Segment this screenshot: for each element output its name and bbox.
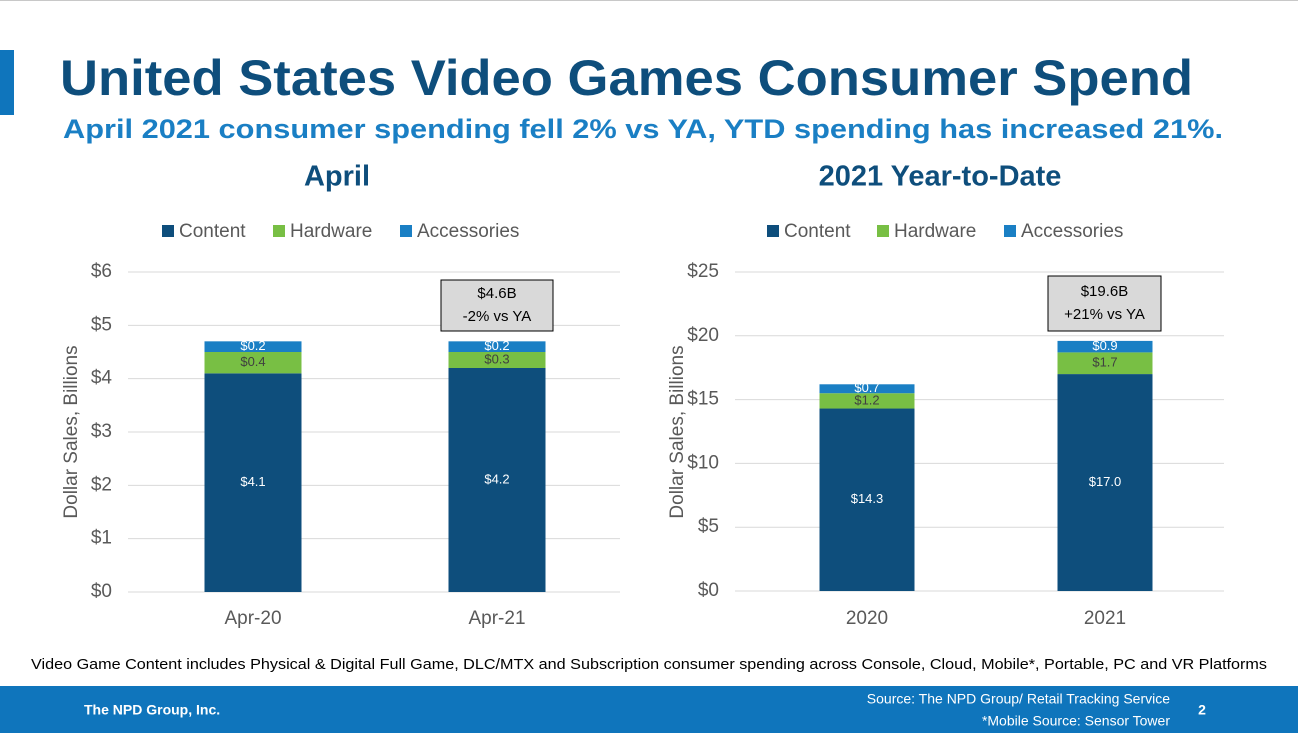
- y-tick-label: $0: [91, 581, 112, 602]
- data-label: $0.7: [854, 380, 879, 395]
- legend-label: Hardware: [290, 221, 372, 242]
- slide-subtitle: April 2021 consumer spending fell 2% vs …: [63, 114, 1223, 144]
- bar-segment: [819, 393, 915, 409]
- legend-label: Content: [179, 221, 246, 242]
- legend-swatch: [767, 225, 779, 237]
- y-tick-label: $0: [698, 580, 719, 601]
- legend-swatch: [273, 225, 285, 237]
- y-tick-label: $25: [687, 261, 719, 282]
- bar-segment: [204, 373, 302, 592]
- source: Source: The NPD Group/ Retail Tracking S…: [867, 691, 1170, 707]
- data-label: $1.2: [854, 392, 879, 407]
- data-label: $0.4: [240, 354, 265, 369]
- data-label: $0.2: [240, 338, 265, 353]
- annotation-text: -2% vs YA: [463, 308, 532, 325]
- x-tick-label: 2020: [846, 608, 888, 629]
- legend-label: Accessories: [1021, 221, 1123, 242]
- data-label: $1.7: [1092, 355, 1117, 370]
- page-number: 2: [1198, 702, 1206, 718]
- bar-segment: [448, 368, 546, 592]
- y-tick-label: $3: [91, 421, 112, 442]
- y-tick-label: $5: [91, 314, 112, 335]
- bar-segment: [204, 341, 302, 352]
- legend-label: Content: [784, 221, 851, 242]
- bar-segment: [1057, 352, 1153, 375]
- legend-label: Hardware: [894, 221, 976, 242]
- legend-swatch: [400, 225, 412, 237]
- mobile-source: *Mobile Source: Sensor Tower: [982, 713, 1170, 729]
- data-label: $14.3: [851, 491, 884, 506]
- company: The NPD Group, Inc.: [84, 702, 220, 718]
- bar-segment: [448, 352, 546, 368]
- legend-swatch: [1004, 225, 1016, 237]
- chart-title: 2021 Year-to-Date: [819, 161, 1062, 193]
- x-tick-label: Apr-21: [468, 608, 525, 629]
- data-label: $0.3: [484, 351, 509, 366]
- accent-bar: [0, 50, 14, 115]
- annotation-box: [440, 279, 554, 332]
- chart-title: April: [304, 161, 370, 193]
- x-tick-label: Apr-20: [224, 608, 281, 629]
- slide-title: United States Video Games Consumer Spend: [60, 50, 1193, 106]
- y-tick-label: $20: [687, 325, 719, 346]
- annotation-text: $19.6B: [1081, 283, 1129, 300]
- y-tick-label: $15: [687, 389, 719, 410]
- annotation-box: [1047, 275, 1162, 332]
- data-label: $4.1: [240, 474, 265, 489]
- bar-segment: [819, 408, 915, 591]
- annotation-text: +21% vs YA: [1064, 306, 1145, 323]
- y-tick-label: $5: [698, 516, 719, 537]
- bar-segment: [204, 352, 302, 374]
- legend-label: Accessories: [417, 221, 519, 242]
- y-tick-label: $1: [91, 528, 112, 549]
- legend-swatch: [162, 225, 174, 237]
- annotation-text: $4.6B: [477, 285, 516, 302]
- legend-swatch: [877, 225, 889, 237]
- data-label: $0.2: [484, 338, 509, 353]
- y-tick-label: $2: [91, 474, 112, 495]
- bar-segment: [819, 384, 915, 394]
- bar-segment: [1057, 340, 1153, 353]
- footer-band: [0, 686, 1298, 733]
- bar-segment: [448, 341, 546, 352]
- data-label: $0.9: [1092, 338, 1117, 353]
- y-axis-label: Dollar Sales, Billions: [61, 345, 82, 518]
- y-axis-label: Dollar Sales, Billions: [667, 345, 688, 518]
- data-label: $4.2: [484, 471, 509, 486]
- bar-segment: [1057, 374, 1153, 591]
- y-tick-label: $6: [91, 261, 112, 282]
- y-tick-label: $4: [91, 368, 113, 389]
- x-tick-label: 2021: [1084, 608, 1126, 629]
- data-label: $17.0: [1089, 474, 1122, 489]
- y-tick-label: $10: [687, 452, 719, 473]
- footnote: Video Game Content includes Physical & D…: [31, 657, 1267, 673]
